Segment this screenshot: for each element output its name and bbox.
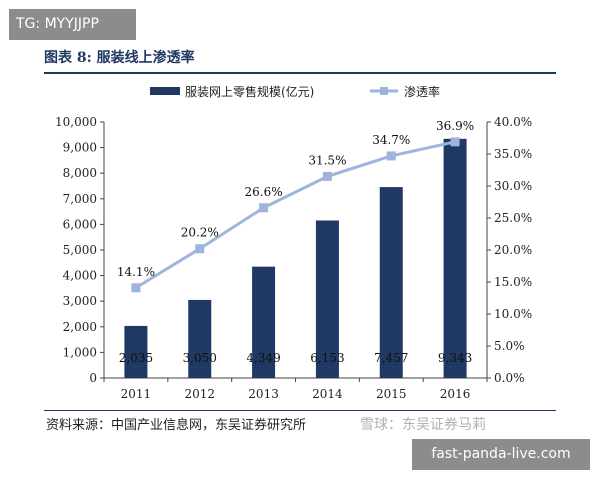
bar-series — [124, 138, 467, 378]
line-marker — [259, 203, 269, 213]
legend-label-bars: 服装网上零售规模(亿元) — [185, 84, 314, 99]
watermark: 雪球：东吴证券马莉 — [360, 417, 486, 433]
y-right-tick-label: 20.0% — [494, 243, 532, 257]
bar — [124, 325, 148, 378]
line-value-label: 34.7% — [372, 133, 410, 147]
bar-value-label: 4,349 — [246, 351, 280, 365]
y-right-tick-label: 10.0% — [494, 307, 532, 321]
x-tick-label: 2016 — [440, 387, 471, 401]
x-tick-label: 2012 — [184, 387, 215, 401]
x-tick-label: 2013 — [248, 387, 279, 401]
legend-label-line: 渗透率 — [404, 84, 440, 99]
bar-value-label: 2,035 — [119, 351, 153, 365]
bar-value-label: 6,153 — [310, 351, 344, 365]
penetration-line — [135, 140, 456, 290]
x-tick-label: 2011 — [121, 387, 152, 401]
y-left-tick-label: 1,000 — [63, 345, 97, 359]
bar — [379, 187, 403, 378]
line-value-label: 20.2% — [181, 226, 219, 240]
data-labels: 2,035 3,050 4,349 6,153 7,457 9,343 14.1% 20.2%… — [117, 119, 474, 365]
bar-value-label: 3,050 — [183, 351, 217, 365]
y-left-tick-label: 2,000 — [63, 320, 97, 334]
axes: 0 1,000 2,000 3,000 4,000 5,000 6,000 7,000 8,00… — [55, 115, 532, 401]
y-right-tick-label: 15.0% — [494, 275, 532, 289]
y-left-tick-label: 8,000 — [63, 166, 97, 180]
line-marker — [131, 283, 141, 293]
title-rule — [44, 72, 556, 74]
legend-marker-line — [380, 87, 388, 95]
source-note: 资料来源：中国产业信息网，东吴证券研究所 — [46, 418, 307, 433]
line-value-label: 36.9% — [436, 119, 474, 133]
y-left-tick-label: 10,000 — [55, 115, 97, 129]
line-marker — [386, 151, 396, 161]
top-tag: TG: MYYJJPP — [9, 9, 136, 40]
bar — [443, 138, 467, 378]
figure-title: 图表 8: 服装线上渗透率 — [44, 50, 195, 66]
bar — [315, 220, 339, 378]
y-left-tick-label: 0 — [89, 371, 97, 385]
y-right-tick-label: 5.0% — [494, 339, 525, 353]
line-marker — [450, 137, 460, 147]
bar — [188, 299, 212, 378]
bar — [252, 266, 276, 378]
line-value-label: 26.6% — [245, 185, 283, 199]
line-marker — [195, 244, 205, 254]
legend: 服装网上零售规模(亿元) 渗透率 — [150, 84, 440, 99]
x-tick-label: 2015 — [376, 387, 407, 401]
bottom-tag: fast-panda-live.com — [412, 439, 590, 470]
bottom-rule — [44, 410, 556, 411]
bar-value-label: 9,343 — [438, 351, 472, 365]
y-left-tick-label: 4,000 — [63, 269, 97, 283]
line-value-label: 14.1% — [117, 265, 155, 279]
line-value-label: 31.5% — [308, 153, 346, 167]
y-right-tick-label: 30.0% — [494, 179, 532, 193]
y-left-tick-label: 5,000 — [63, 243, 97, 257]
bar-value-label: 7,457 — [374, 351, 408, 365]
legend-swatch-bars — [150, 87, 180, 95]
y-left-tick-label: 6,000 — [63, 217, 97, 231]
y-left-tick-label: 9,000 — [63, 141, 97, 155]
line-series — [131, 137, 460, 293]
y-right-tick-label: 40.0% — [494, 115, 532, 129]
y-right-tick-label: 35.0% — [494, 147, 532, 161]
y-left-tick-label: 7,000 — [63, 192, 97, 206]
y-left-tick-label: 3,000 — [63, 294, 97, 308]
x-tick-label: 2014 — [312, 387, 343, 401]
y-right-tick-label: 25.0% — [494, 211, 532, 225]
line-marker — [322, 171, 332, 181]
y-right-tick-label: 0.0% — [494, 371, 525, 385]
